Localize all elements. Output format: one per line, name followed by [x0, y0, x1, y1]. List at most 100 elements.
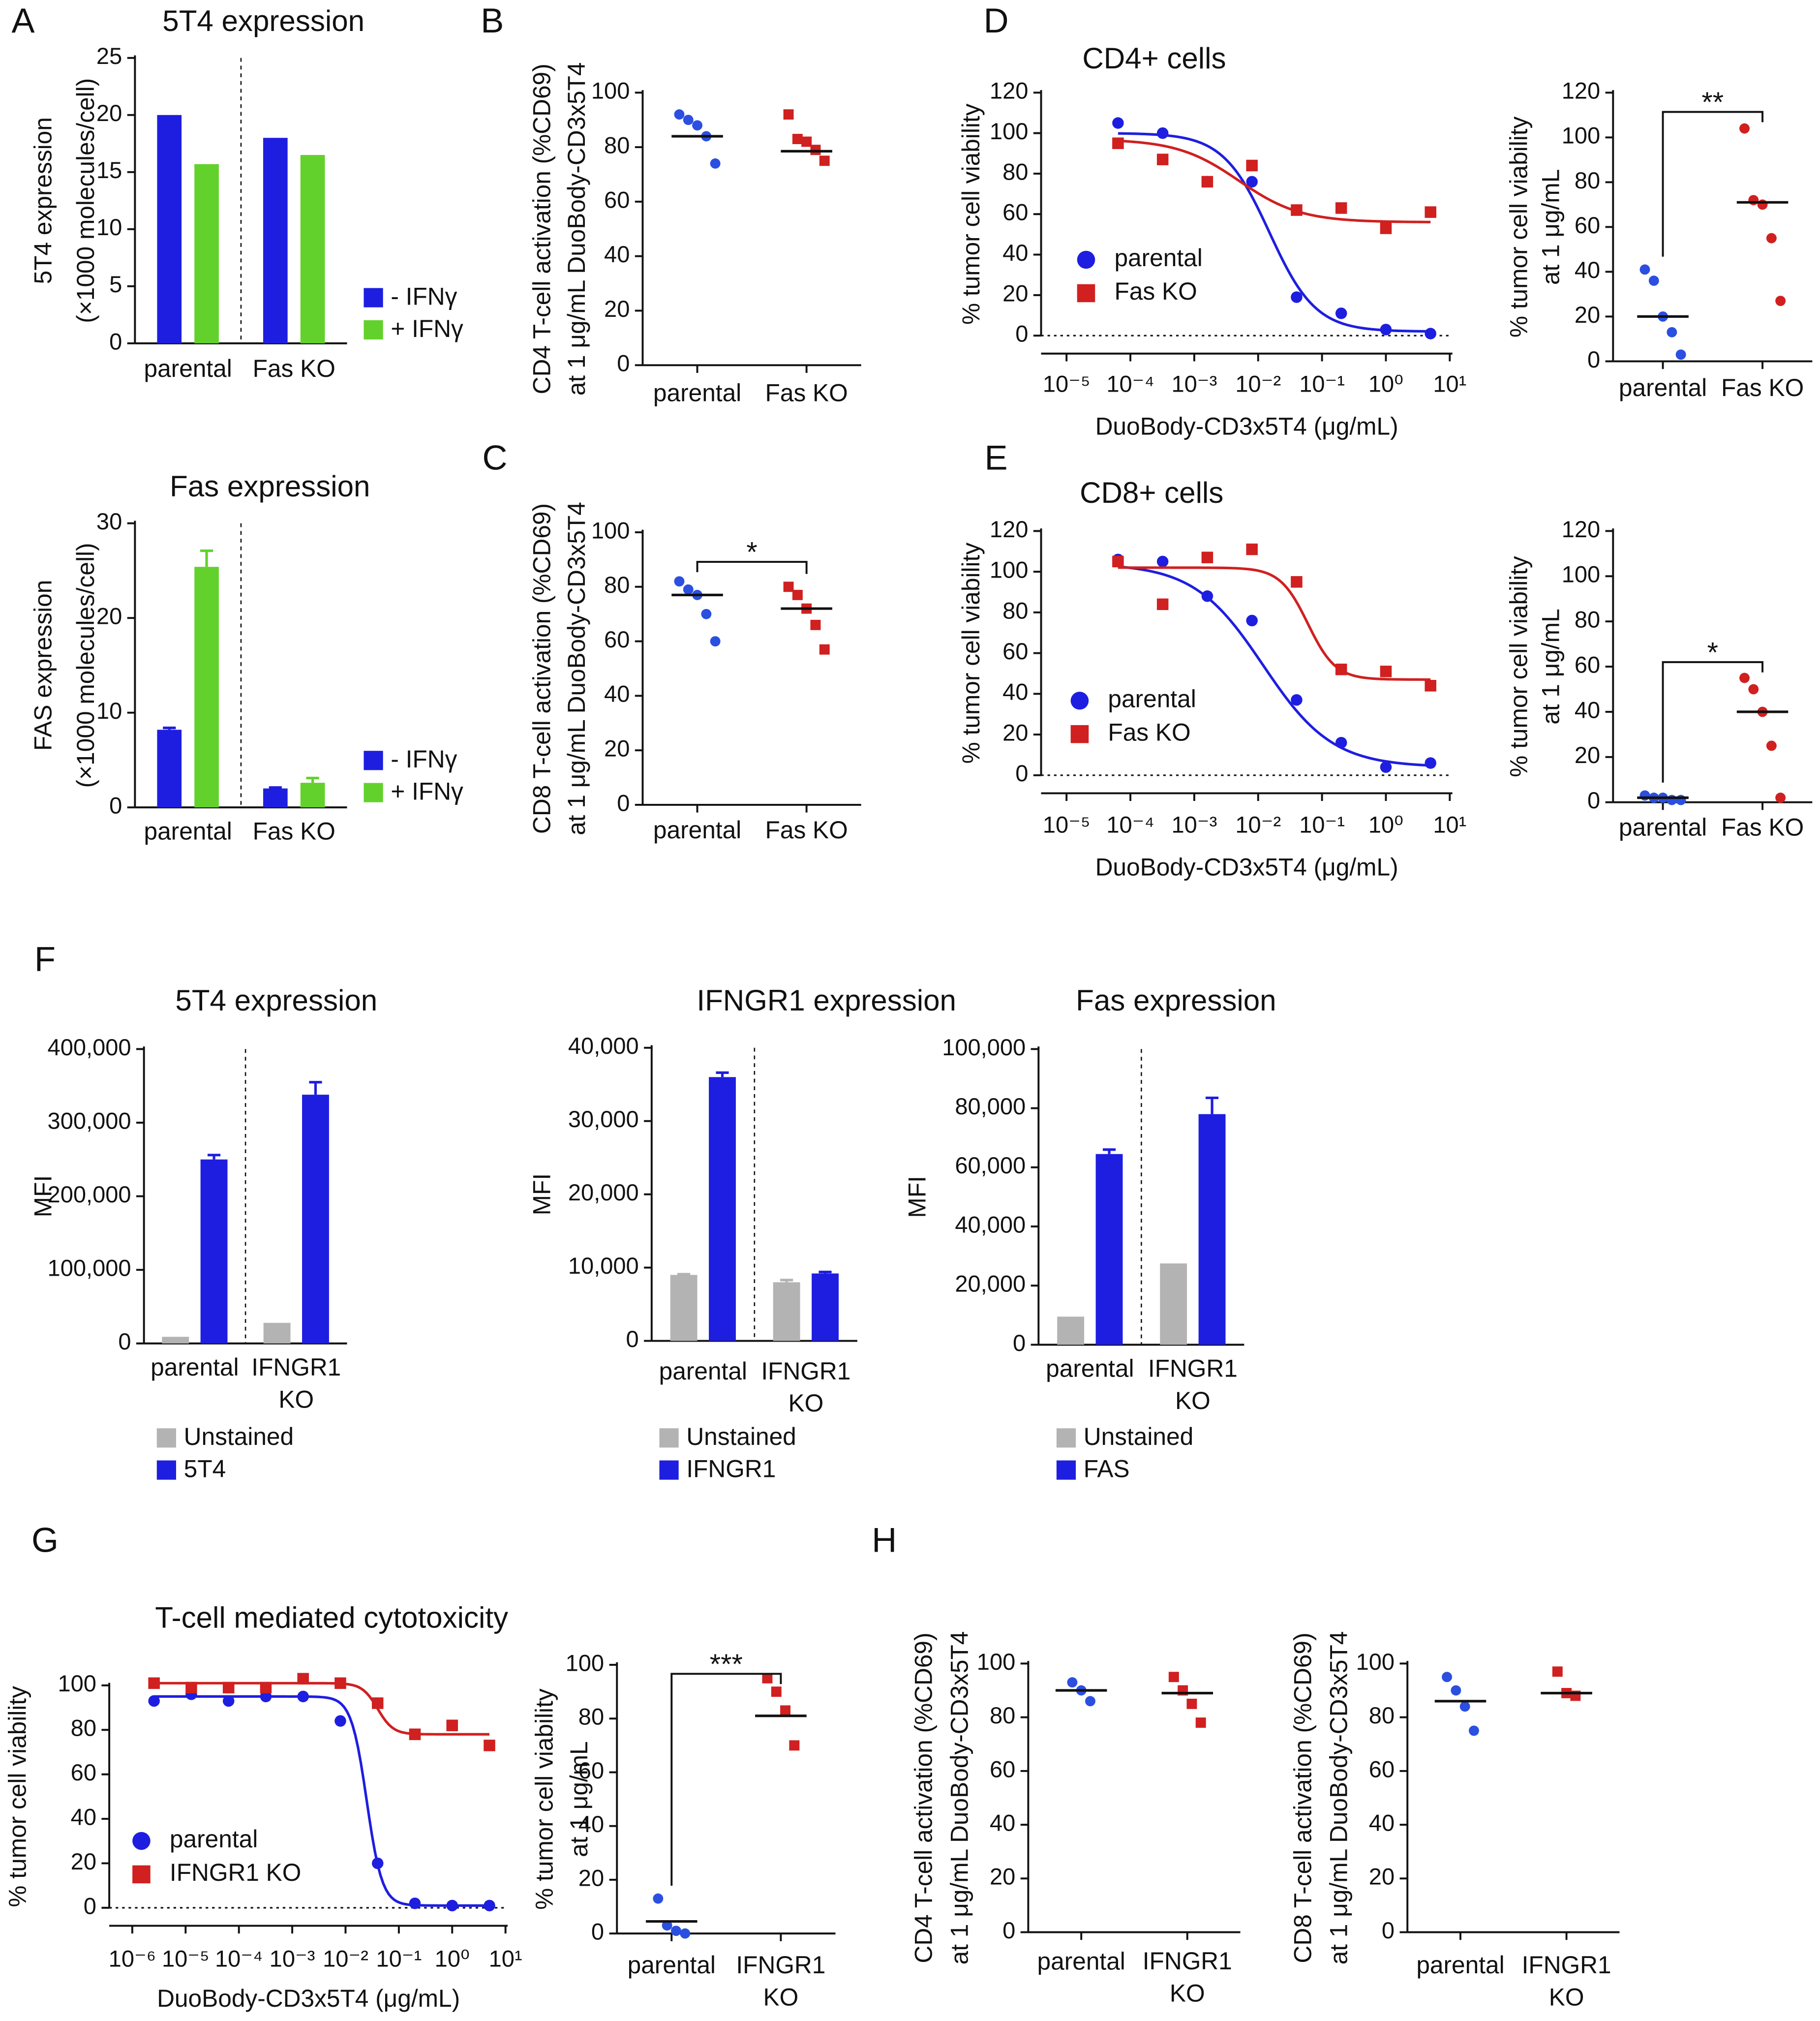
data-point [1246, 159, 1258, 172]
x-tick-label: 10⁻⁵ [162, 1945, 210, 1971]
bar [162, 1337, 189, 1344]
x-tick-label: parental [1046, 1355, 1134, 1382]
significance-bracket [670, 1673, 782, 1886]
y-axis-label: at 1 μg/mL DuoBody-CD3x5T4 [563, 62, 590, 396]
y-tick-label: 60 [604, 186, 630, 213]
significance-bracket [696, 561, 808, 574]
data-point [1380, 761, 1392, 773]
data-point [371, 1857, 384, 1869]
x-tick-label: 10⁰ [1368, 812, 1403, 838]
y-tick-label: 0 [1587, 787, 1600, 813]
x-tick-label: parental [653, 379, 741, 406]
y-tick-label: 15 [96, 157, 122, 183]
bar [1057, 1317, 1085, 1345]
legend-label: parental [1114, 244, 1202, 272]
y-tick-label: 20 [1002, 280, 1028, 306]
legend-marker [1077, 250, 1095, 269]
x-tick-label: 10⁻⁴ [215, 1945, 263, 1971]
y-tick-label: 120 [990, 78, 1028, 104]
x-axis-label: DuoBody-CD3x5T4 (μg/mL) [157, 1985, 460, 2012]
legend-swatch [659, 1460, 679, 1480]
x-tick-label: Fas KO [765, 379, 848, 406]
y-tick-label: 100,000 [942, 1034, 1026, 1060]
data-point [819, 155, 830, 166]
x-tick-label: 10¹ [1433, 812, 1466, 838]
legend-label: 5T4 [184, 1455, 226, 1483]
y-axis-label: FAS expression [30, 580, 57, 751]
x-tick-label: Fas KO [765, 816, 848, 844]
y-axis-label: % tumor cell viability [1505, 556, 1532, 777]
data-point [1156, 598, 1169, 611]
data-point [762, 1673, 773, 1684]
legend-swatch [1056, 1460, 1076, 1480]
data-point [653, 1893, 664, 1904]
y-tick-label: 30,000 [568, 1106, 639, 1132]
x-tick-label: Fas KO [1721, 814, 1804, 841]
x-axis-label: DuoBody-CD3x5T4 (μg/mL) [1095, 412, 1398, 440]
y-tick-label: 0 [1587, 346, 1600, 372]
chart-title: CD8+ cells [1080, 476, 1223, 509]
y-axis-label: at 1 μg/mL [1537, 169, 1565, 285]
panel-letter: E [985, 438, 1008, 477]
data-point [680, 1928, 691, 1939]
data-point [484, 1740, 495, 1751]
x-tick-label: 10⁻³ [270, 1945, 315, 1971]
y-tick-label: 20,000 [955, 1271, 1026, 1297]
y-axis-label: % tumor cell viability [1505, 116, 1532, 337]
legend-marker [132, 1865, 151, 1884]
y-tick-label: 40 [1002, 240, 1028, 266]
data-point [1468, 1725, 1479, 1736]
y-tick-label: 80 [604, 132, 630, 158]
legend-label: + IFNγ [391, 315, 463, 342]
data-point [1675, 795, 1686, 805]
x-tick-label: parental [144, 818, 232, 845]
legend-label: - IFNγ [391, 283, 457, 310]
x-tick-label: IFNGR1 KO [251, 1353, 341, 1413]
y-axis-label: CD8 T-cell activation (%CD69) [528, 503, 555, 834]
x-tick-label: 10⁻³ [1172, 812, 1217, 838]
data-point [1335, 663, 1347, 675]
x-tick-label: 10⁻² [323, 1945, 368, 1971]
x-tick-label: parental [1416, 1951, 1504, 1979]
data-point [1156, 153, 1169, 165]
data-point [1112, 117, 1124, 129]
data-point [662, 1920, 672, 1931]
data-point [1156, 555, 1169, 568]
bar [670, 1275, 698, 1341]
data-point [683, 584, 694, 595]
chart-title: T-cell mediated cytotoxicity [155, 1601, 508, 1634]
bar [300, 783, 325, 808]
y-tick-label: 100 [58, 1670, 96, 1696]
x-tick-label: 10¹ [1433, 371, 1466, 397]
y-tick-label: 100 [591, 78, 630, 104]
y-tick-label: 60 [990, 1756, 1015, 1782]
panel-letter: F [34, 939, 56, 978]
legend-swatch [364, 783, 383, 802]
x-tick-label: 10⁰ [435, 1945, 470, 1971]
y-axis-label: at 1 μg/mL DuoBody-CD3x5T4 [563, 502, 590, 835]
y-tick-label: 60 [604, 626, 630, 652]
legend-swatch [156, 1428, 176, 1448]
chart-title: IFNGR1 expression [697, 984, 956, 1017]
y-tick-label: 100 [1356, 1649, 1395, 1675]
data-point [780, 1705, 790, 1716]
data-point [1748, 684, 1759, 695]
y-axis-label: MFI [30, 1175, 57, 1217]
x-tick-label: parental [1619, 374, 1707, 401]
y-tick-label: 0 [109, 793, 122, 819]
data-point [1766, 233, 1777, 244]
y-tick-label: 60 [1575, 212, 1600, 238]
fit-curve [1118, 566, 1431, 681]
y-axis-label: 5T4 expression [30, 117, 57, 284]
data-point [1112, 555, 1124, 568]
data-point [1291, 291, 1303, 303]
data-point [810, 619, 821, 630]
x-tick-label: IFNGR1 KO [761, 1357, 850, 1417]
data-point [683, 115, 694, 125]
chart-title: CD4+ cells [1082, 42, 1226, 75]
y-tick-label: 20 [1575, 742, 1600, 768]
legend-label: IFNGR1 KO [170, 1859, 301, 1886]
data-point [1335, 307, 1347, 319]
y-tick-label: 0 [1015, 321, 1028, 347]
